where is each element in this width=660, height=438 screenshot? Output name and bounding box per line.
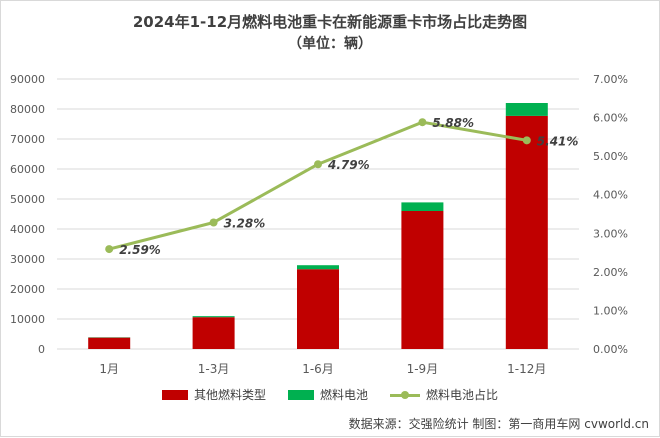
- legend-item-share: 燃料电池占比: [390, 386, 498, 403]
- y-right-tick-label: 0.00%: [593, 343, 628, 356]
- share-point: [210, 218, 218, 226]
- x-tick-label: 1-6月: [302, 362, 334, 376]
- share-point: [418, 118, 426, 126]
- share-point: [523, 136, 531, 144]
- share-data-label: 2.59%: [119, 243, 161, 257]
- legend-item-fuel-cell: 燃料电池: [288, 386, 368, 403]
- bar-other: [506, 116, 548, 349]
- y-right-tick-label: 3.00%: [593, 227, 628, 240]
- bar-fuel-cell: [401, 202, 443, 211]
- bar-other: [88, 338, 130, 349]
- y-left-tick-label: 70000: [10, 133, 45, 146]
- y-left-tick-label: 10000: [10, 313, 45, 326]
- bar-other: [193, 317, 235, 349]
- y-left-tick-label: 40000: [10, 223, 45, 236]
- bar-fuel-cell: [297, 265, 339, 269]
- y-left-tick-label: 90000: [10, 73, 45, 86]
- bar-fuel-cell: [193, 316, 235, 317]
- y-left-tick-label: 30000: [10, 253, 45, 266]
- y-left-tick-label: 50000: [10, 193, 45, 206]
- y-left-tick-label: 0: [38, 343, 45, 356]
- legend-swatch-share: [390, 390, 420, 400]
- share-data-label: 5.41%: [537, 134, 579, 148]
- legend-item-other: 其他燃料类型: [162, 386, 266, 403]
- legend-label-share: 燃料电池占比: [426, 386, 498, 403]
- x-tick-label: 1月: [99, 362, 119, 376]
- share-point: [105, 245, 113, 253]
- share-data-label: 4.79%: [327, 158, 370, 172]
- y-right-tick-label: 2.00%: [593, 266, 628, 279]
- x-tick-label: 1-12月: [507, 362, 546, 376]
- y-right-tick-label: 6.00%: [593, 112, 628, 125]
- y-left-tick-label: 60000: [10, 163, 45, 176]
- legend-label-fuel-cell: 燃料电池: [320, 386, 368, 403]
- legend-swatch-other: [162, 390, 188, 400]
- share-data-label: 5.88%: [432, 116, 474, 130]
- bar-other: [297, 269, 339, 349]
- share-point: [314, 160, 322, 168]
- chart-legend: 其他燃料类型 燃料电池 燃料电池占比: [1, 386, 659, 403]
- legend-label-other: 其他燃料类型: [194, 386, 266, 403]
- y-right-tick-label: 1.00%: [593, 304, 628, 317]
- y-right-tick-label: 7.00%: [593, 73, 628, 86]
- y-left-tick-label: 80000: [10, 103, 45, 116]
- bar-fuel-cell: [506, 103, 548, 116]
- y-right-tick-label: 4.00%: [593, 189, 628, 202]
- y-left-tick-label: 20000: [10, 283, 45, 296]
- bar-other: [401, 211, 443, 349]
- share-data-label: 3.28%: [224, 216, 266, 230]
- x-tick-label: 1-3月: [198, 362, 230, 376]
- share-line: [109, 122, 527, 249]
- y-right-tick-label: 5.00%: [593, 150, 628, 163]
- source-note: 数据来源：交强险统计 制图：第一商用车网 cvworld.cn: [349, 415, 649, 432]
- x-tick-label: 1-9月: [407, 362, 439, 376]
- legend-swatch-fuel-cell: [288, 390, 314, 400]
